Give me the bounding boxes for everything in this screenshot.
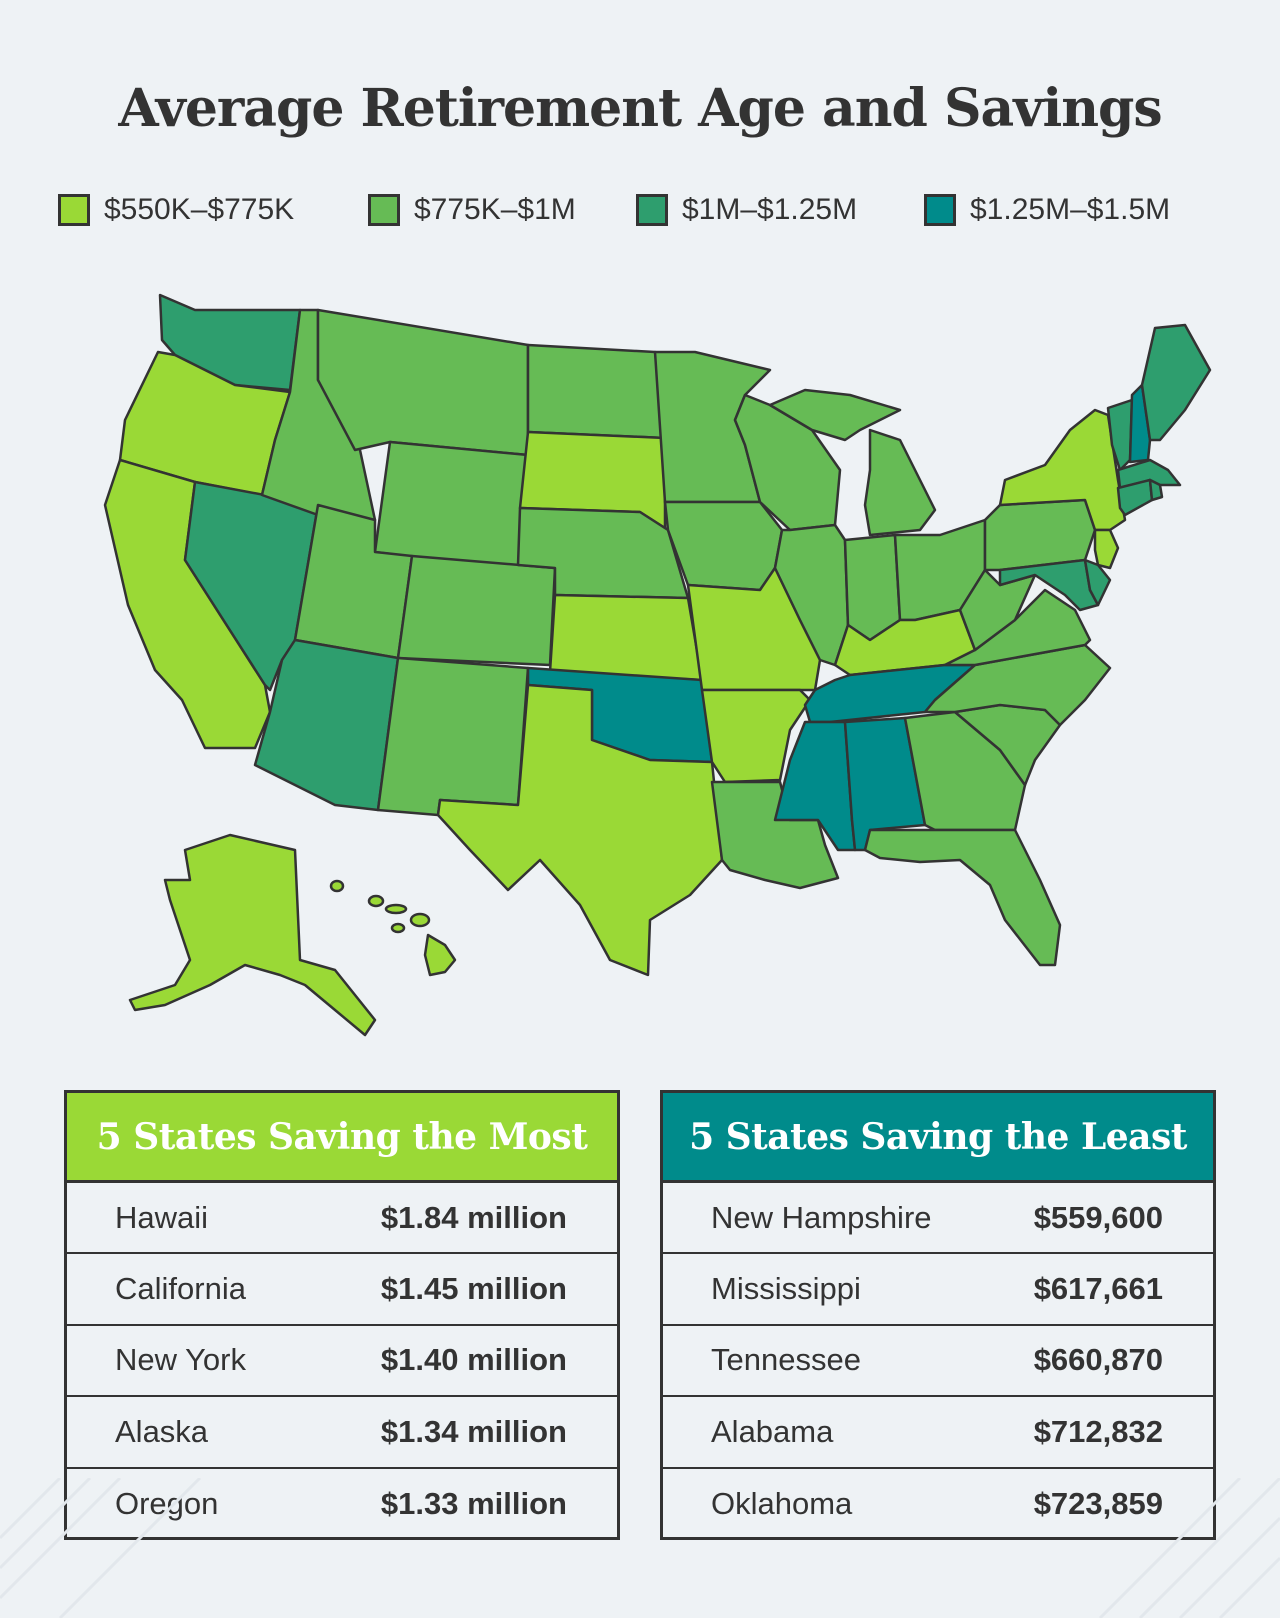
- row-value: $1.84 million: [380, 1199, 567, 1235]
- most-savings-heading: 5 States Saving the Most: [67, 1093, 617, 1183]
- state-new-mexico: [376, 656, 530, 817]
- state-vermont: [1106, 398, 1134, 472]
- table-row: Alaska $1.34 million: [67, 1397, 617, 1469]
- legend-swatch-3: [636, 194, 668, 226]
- row-state: Oklahoma: [711, 1486, 853, 1522]
- row-state: Tennessee: [711, 1342, 861, 1378]
- least-savings-heading: 5 States Saving the Least: [663, 1093, 1213, 1183]
- us-map: [95, 270, 1235, 1050]
- legend-label-4: $1.25M–$1.5M: [970, 193, 1171, 226]
- state-pennsylvania: [983, 498, 1097, 572]
- row-value: $660,870: [1033, 1342, 1163, 1378]
- row-state: Oregon: [115, 1486, 219, 1522]
- state-connecticut: [1116, 478, 1154, 517]
- row-value: $1.34 million: [380, 1413, 567, 1449]
- table-row: Tennessee $660,870: [663, 1326, 1213, 1398]
- least-savings-table: 5 States Saving the Least New Hampshire …: [660, 1090, 1216, 1540]
- row-value: $1.45 million: [380, 1271, 567, 1307]
- row-state: Mississippi: [711, 1271, 861, 1307]
- table-row: California $1.45 million: [67, 1254, 617, 1326]
- legend-item-2: $775K–$1M: [368, 190, 576, 230]
- row-state: Alaska: [115, 1413, 209, 1449]
- state-rhode-island: [1148, 478, 1164, 502]
- page-title: Average Retirement Age and Savings: [118, 78, 1162, 139]
- legend-item-1: $550K–$775K: [58, 190, 294, 230]
- row-value: $559,600: [1033, 1199, 1163, 1235]
- decorative-stripes: [0, 1478, 1280, 1618]
- state-florida: [863, 828, 1062, 967]
- row-state: Alabama: [711, 1413, 834, 1449]
- map-legend: $550K–$775K $775K–$1M $1M–$1.25M $1.25M–…: [58, 190, 1238, 230]
- legend-swatch-4: [924, 194, 956, 226]
- legend-item-4: $1.25M–$1.5M: [924, 190, 1170, 230]
- state-arkansas: [700, 688, 812, 784]
- most-savings-table: 5 States Saving the Most Hawaii $1.84 mi…: [64, 1090, 620, 1540]
- legend-item-3: $1M–$1.25M: [636, 190, 857, 230]
- row-value: $712,832: [1033, 1413, 1163, 1449]
- state-michigan: [768, 388, 937, 537]
- state-illinois: [773, 523, 850, 667]
- legend-label-1: $550K–$775K: [104, 193, 295, 226]
- row-state: New Hampshire: [711, 1199, 932, 1235]
- state-texas: [436, 683, 724, 977]
- state-colorado: [396, 554, 557, 667]
- state-wyoming: [373, 440, 530, 572]
- table-row: Oregon $1.33 million: [67, 1469, 617, 1540]
- row-value: $723,859: [1033, 1486, 1163, 1522]
- table-row: New Hampshire $559,600: [663, 1183, 1213, 1255]
- state-alaska: [128, 833, 377, 1037]
- row-state: Hawaii: [115, 1199, 209, 1235]
- legend-swatch-1: [58, 194, 90, 226]
- state-delaware: [1083, 558, 1112, 607]
- row-value: $1.33 million: [380, 1486, 567, 1522]
- row-value: $617,661: [1033, 1271, 1163, 1307]
- state-kansas: [548, 593, 704, 682]
- state-montana: [316, 308, 530, 457]
- table-row: Alabama $712,832: [663, 1397, 1213, 1469]
- row-value: $1.40 million: [380, 1342, 567, 1378]
- table-row: Hawaii $1.84 million: [67, 1183, 617, 1255]
- state-hawaii: [329, 879, 457, 977]
- row-state: New York: [115, 1342, 246, 1378]
- row-state: California: [115, 1271, 246, 1307]
- table-row: Oklahoma $723,859: [663, 1469, 1213, 1540]
- state-north-dakota: [526, 343, 667, 440]
- table-row: Mississippi $617,661: [663, 1254, 1213, 1326]
- legend-label-3: $1M–$1.25M: [682, 193, 858, 226]
- state-maine: [1140, 323, 1212, 442]
- state-new-hampshire: [1128, 383, 1152, 464]
- state-new-jersey: [1093, 528, 1120, 570]
- table-row: New York $1.40 million: [67, 1326, 617, 1398]
- legend-swatch-2: [368, 194, 400, 226]
- legend-label-2: $775K–$1M: [414, 193, 576, 226]
